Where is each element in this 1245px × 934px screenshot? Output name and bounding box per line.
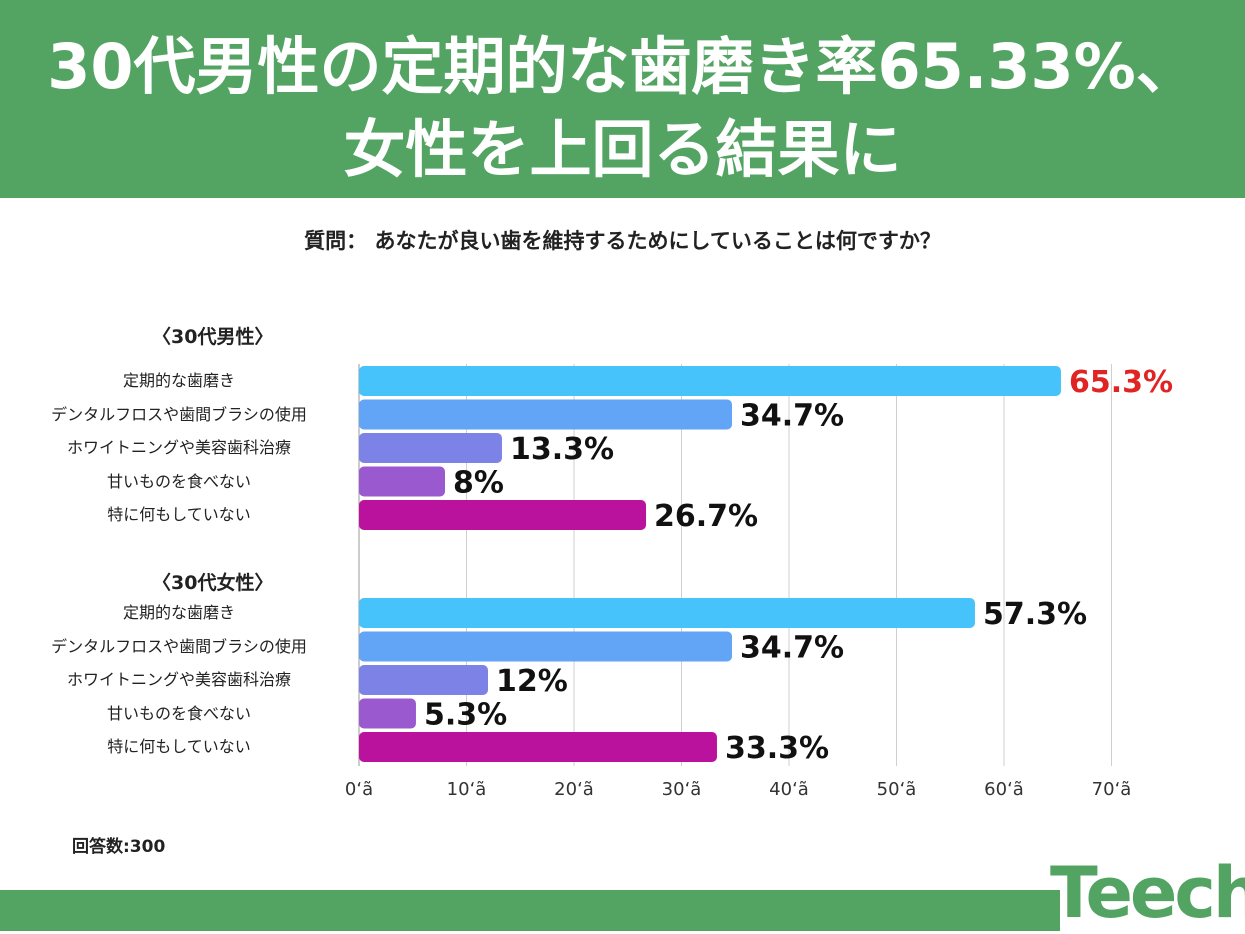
- teech-logo: Teech: [1050, 852, 1245, 934]
- data-label: 57.3%: [983, 597, 1087, 632]
- bar: [359, 399, 733, 430]
- category-label: ホワイトニングや美容歯科治療: [66, 670, 291, 689]
- category-label: 定期的な歯磨き: [122, 603, 235, 622]
- x-tick-label: 0‘ã: [345, 779, 373, 800]
- header-banner: 30代男性の定期的な歯磨き率65.33%、 女性を上回る結果に: [0, 0, 1245, 198]
- x-tick-label: 20‘ã: [554, 779, 594, 800]
- bar: [359, 631, 733, 662]
- x-tick-label: 30‘ã: [662, 779, 702, 800]
- bar: [359, 466, 445, 497]
- bar: [359, 366, 1061, 396]
- survey-question: 質問： あなたが良い歯を維持するためにしていることは何ですか？: [304, 229, 941, 253]
- x-tick-label: 50‘ã: [877, 779, 917, 800]
- data-label: 33.3%: [725, 731, 829, 766]
- bar: [359, 665, 488, 695]
- category-label: 甘いものを食べない: [106, 704, 251, 723]
- x-tick-label: 70‘ã: [1092, 779, 1132, 800]
- bar: [359, 433, 502, 463]
- page-title-line1: 30代男性の定期的な歯磨き率65.33%、: [47, 30, 1198, 103]
- category-label: 定期的な歯磨き: [122, 371, 235, 390]
- category-label: 特に何もしていない: [107, 505, 251, 524]
- x-tick-label: 40‘ã: [769, 779, 809, 800]
- bar: [359, 698, 416, 729]
- x-tick-label: 60‘ã: [984, 779, 1024, 800]
- data-label: 12%: [496, 664, 568, 699]
- bar: [359, 732, 717, 762]
- x-tick-label: 10‘ã: [447, 779, 487, 800]
- footer-bar: [0, 890, 1060, 931]
- page-title-line2: 女性を上回る結果に: [343, 113, 902, 186]
- data-label: 13.3%: [510, 432, 614, 467]
- data-label: 34.7%: [740, 631, 844, 666]
- group-label-male: 〈30代男性〉: [152, 326, 274, 348]
- bar: [359, 500, 647, 530]
- category-label: デンタルフロスや歯間ブラシの使用: [51, 405, 307, 424]
- bar: [359, 598, 975, 628]
- data-label: 26.7%: [654, 499, 758, 534]
- category-label: デンタルフロスや歯間ブラシの使用: [51, 637, 307, 656]
- category-label: 甘いものを食べない: [106, 472, 251, 491]
- data-label: 5.3%: [424, 698, 507, 733]
- category-label: 特に何もしていない: [107, 737, 251, 756]
- category-label: ホワイトニングや美容歯科治療: [66, 438, 291, 457]
- data-label: 8%: [453, 466, 504, 501]
- data-label: 65.3%: [1069, 365, 1173, 400]
- group-label-female: 〈30代女性〉: [152, 572, 274, 594]
- respondent-count: 回答数:300: [72, 837, 166, 857]
- data-label: 34.7%: [740, 399, 844, 434]
